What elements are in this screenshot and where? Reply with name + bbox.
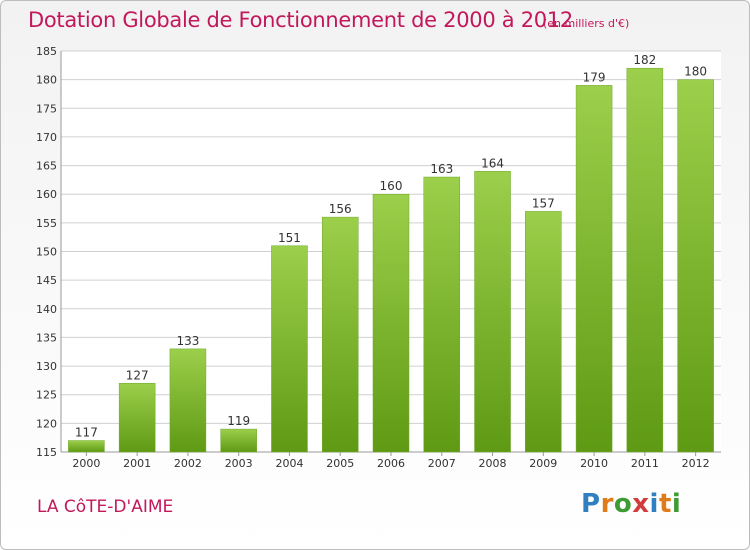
- bar: [118, 383, 156, 453]
- x-tick-label: 2009: [529, 457, 557, 470]
- x-tick-label: 2011: [631, 457, 659, 470]
- y-tick-label: 120: [36, 417, 57, 430]
- y-tick-label: 155: [36, 217, 57, 230]
- y-tick-label: 160: [36, 188, 57, 201]
- y-tick-label: 125: [36, 389, 57, 402]
- data-label: 157: [532, 196, 555, 210]
- data-label: 133: [176, 334, 199, 348]
- proxiti-logo: Proxiti: [581, 489, 682, 519]
- bar: [677, 79, 714, 453]
- bar: [575, 85, 613, 453]
- data-label: 179: [583, 70, 606, 84]
- y-tick-label: 175: [36, 102, 57, 115]
- x-tick-label: 2012: [682, 457, 710, 470]
- y-tick-label: 140: [36, 303, 57, 316]
- x-tick-label: 2004: [275, 457, 303, 470]
- y-tick-label: 150: [36, 246, 57, 259]
- y-tick-label: 170: [36, 131, 57, 144]
- bar: [474, 171, 511, 453]
- bar: [525, 211, 562, 453]
- data-label: 117: [75, 426, 98, 440]
- x-tick-label: 2010: [580, 457, 608, 470]
- x-tick-label: 2005: [326, 457, 354, 470]
- y-tick-label: 145: [36, 274, 57, 287]
- bar: [423, 176, 461, 453]
- chart-title: Dotation Globale de Fonctionnement de 20…: [28, 8, 573, 32]
- place-name: LA CôTE-D'AIME: [37, 497, 174, 517]
- bar: [372, 193, 410, 453]
- bar: [626, 67, 664, 453]
- data-label: 119: [227, 414, 250, 428]
- bar: [169, 348, 207, 453]
- x-tick-label: 2003: [225, 457, 253, 470]
- y-tick-label: 115: [36, 446, 57, 459]
- x-tick-label: 2000: [72, 457, 100, 470]
- data-label: 151: [278, 231, 301, 245]
- y-tick-label: 135: [36, 331, 57, 344]
- x-tick-label: 2008: [479, 457, 507, 470]
- data-label: 163: [430, 162, 453, 176]
- y-tick-label: 130: [36, 360, 57, 373]
- chart-subtitle: (en milliers d'€): [543, 17, 630, 30]
- x-tick-label: 2002: [174, 457, 202, 470]
- data-label: 156: [329, 202, 352, 216]
- data-label: 127: [126, 368, 149, 382]
- x-tick-label: 2001: [123, 457, 151, 470]
- bar: [321, 216, 359, 453]
- y-tick-label: 165: [36, 160, 57, 173]
- x-tick-label: 2007: [428, 457, 456, 470]
- data-label: 164: [481, 156, 504, 170]
- bar: [68, 440, 105, 453]
- data-label: 182: [633, 53, 656, 67]
- bar: [220, 428, 257, 453]
- y-tick-label: 185: [36, 45, 57, 58]
- x-tick-label: 2006: [377, 457, 405, 470]
- bar: [271, 245, 308, 453]
- data-label: 180: [684, 65, 707, 79]
- y-tick-label: 180: [36, 74, 57, 87]
- data-label: 160: [380, 179, 403, 193]
